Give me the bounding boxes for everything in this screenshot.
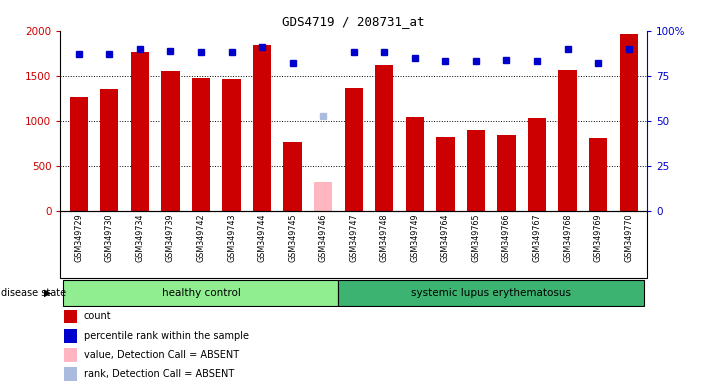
Bar: [589, 138, 607, 211]
Text: GSM349767: GSM349767: [533, 213, 542, 262]
Text: percentile rank within the sample: percentile rank within the sample: [84, 331, 249, 341]
Bar: [223, 79, 241, 211]
Bar: [466, 130, 485, 211]
Text: GSM349770: GSM349770: [624, 213, 634, 262]
Text: ▶: ▶: [44, 288, 52, 298]
Text: GSM349742: GSM349742: [196, 213, 205, 262]
Text: GSM349739: GSM349739: [166, 213, 175, 262]
Text: GSM349749: GSM349749: [410, 213, 419, 262]
Bar: [619, 34, 638, 211]
Bar: [131, 52, 149, 211]
Text: GSM349743: GSM349743: [227, 213, 236, 262]
Bar: [338, 280, 644, 306]
Text: GSM349769: GSM349769: [594, 213, 603, 262]
Bar: [558, 70, 577, 211]
Bar: [64, 329, 77, 343]
Bar: [497, 136, 515, 211]
Text: healthy control: healthy control: [161, 288, 240, 298]
Text: rank, Detection Call = ABSENT: rank, Detection Call = ABSENT: [84, 369, 234, 379]
Text: count: count: [84, 311, 112, 321]
Title: GDS4719 / 208731_at: GDS4719 / 208731_at: [282, 15, 425, 28]
Text: GSM349766: GSM349766: [502, 213, 511, 262]
Bar: [63, 280, 338, 306]
Bar: [100, 89, 119, 211]
Text: GSM349748: GSM349748: [380, 213, 389, 262]
Text: GSM349747: GSM349747: [349, 213, 358, 262]
Text: GSM349734: GSM349734: [135, 213, 144, 262]
Bar: [70, 98, 88, 211]
Bar: [192, 78, 210, 211]
Bar: [406, 118, 424, 211]
Text: disease state: disease state: [1, 288, 66, 298]
Text: GSM349729: GSM349729: [74, 213, 83, 262]
Text: GSM349768: GSM349768: [563, 213, 572, 262]
Text: GSM349730: GSM349730: [105, 213, 114, 262]
Bar: [161, 71, 180, 211]
Text: GSM349745: GSM349745: [288, 213, 297, 262]
Text: value, Detection Call = ABSENT: value, Detection Call = ABSENT: [84, 350, 239, 360]
Bar: [314, 182, 332, 211]
Bar: [345, 88, 363, 211]
Bar: [253, 45, 271, 211]
Bar: [528, 118, 546, 211]
Text: GSM349765: GSM349765: [471, 213, 481, 262]
Bar: [64, 310, 77, 323]
Text: GSM349746: GSM349746: [319, 213, 328, 262]
Text: GSM349744: GSM349744: [257, 213, 267, 262]
Bar: [64, 367, 77, 381]
Text: systemic lupus erythematosus: systemic lupus erythematosus: [411, 288, 571, 298]
Bar: [64, 348, 77, 362]
Bar: [284, 142, 301, 211]
Text: GSM349764: GSM349764: [441, 213, 450, 262]
Bar: [437, 137, 454, 211]
Bar: [375, 65, 393, 211]
